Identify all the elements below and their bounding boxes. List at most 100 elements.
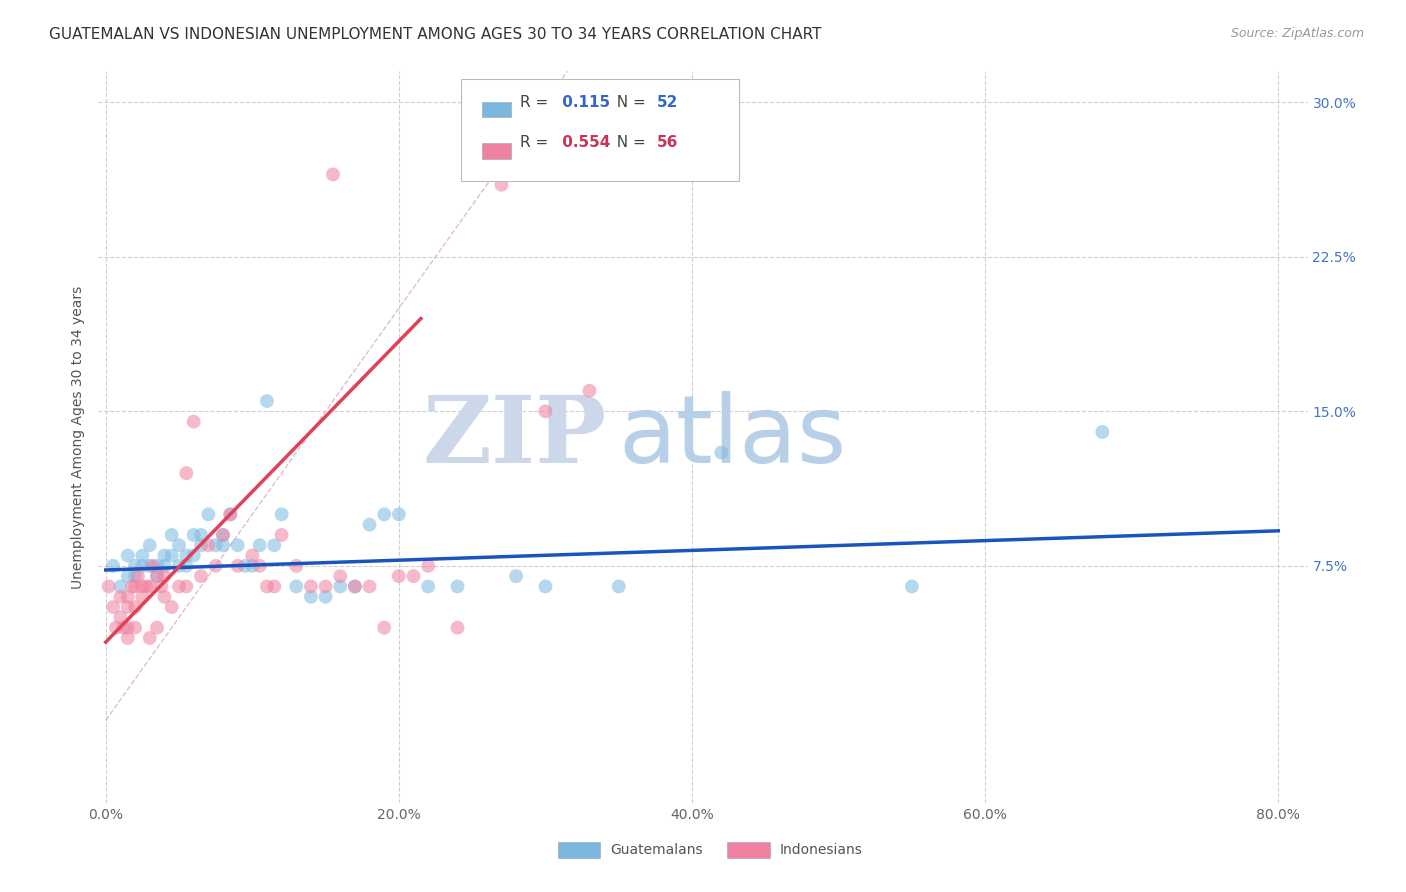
FancyBboxPatch shape bbox=[482, 144, 510, 159]
FancyBboxPatch shape bbox=[482, 102, 510, 118]
Point bbox=[138, 631, 160, 645]
Point bbox=[160, 600, 183, 615]
Point bbox=[138, 538, 160, 552]
Point bbox=[153, 569, 176, 583]
FancyBboxPatch shape bbox=[727, 842, 769, 858]
Point bbox=[124, 579, 146, 593]
Point bbox=[226, 558, 249, 573]
Point bbox=[607, 579, 630, 593]
Point bbox=[135, 579, 157, 593]
Point bbox=[183, 549, 205, 563]
Point bbox=[418, 579, 440, 593]
Point bbox=[124, 600, 146, 615]
Point bbox=[212, 538, 235, 552]
FancyBboxPatch shape bbox=[461, 78, 740, 181]
Point bbox=[131, 590, 153, 604]
Point bbox=[97, 579, 120, 593]
Point bbox=[142, 558, 165, 573]
Point bbox=[117, 631, 139, 645]
Point bbox=[212, 528, 235, 542]
Point bbox=[388, 569, 411, 583]
Point bbox=[329, 579, 352, 593]
Point bbox=[190, 528, 212, 542]
Point bbox=[270, 528, 292, 542]
Point bbox=[359, 517, 381, 532]
Point bbox=[322, 167, 344, 181]
Text: ZIP: ZIP bbox=[422, 392, 606, 482]
Point bbox=[197, 538, 219, 552]
Point bbox=[153, 558, 176, 573]
Text: N =: N = bbox=[607, 95, 651, 110]
Point bbox=[534, 404, 557, 418]
Point bbox=[101, 558, 124, 573]
Text: GUATEMALAN VS INDONESIAN UNEMPLOYMENT AMONG AGES 30 TO 34 YEARS CORRELATION CHAR: GUATEMALAN VS INDONESIAN UNEMPLOYMENT AM… bbox=[49, 27, 821, 42]
Point bbox=[263, 538, 285, 552]
Text: Guatemalans: Guatemalans bbox=[610, 843, 703, 857]
Point bbox=[117, 590, 139, 604]
Point bbox=[117, 621, 139, 635]
Text: 52: 52 bbox=[657, 95, 679, 110]
Text: 0.554: 0.554 bbox=[557, 135, 610, 150]
Point bbox=[315, 579, 337, 593]
Point bbox=[359, 579, 381, 593]
Point bbox=[402, 569, 425, 583]
Text: N =: N = bbox=[607, 135, 651, 150]
Point bbox=[131, 549, 153, 563]
Point bbox=[233, 558, 256, 573]
Point bbox=[418, 558, 440, 573]
Point bbox=[446, 621, 468, 635]
Point bbox=[167, 538, 190, 552]
Point bbox=[101, 600, 124, 615]
Point bbox=[505, 569, 527, 583]
Point bbox=[105, 621, 128, 635]
Point bbox=[315, 590, 337, 604]
Point bbox=[285, 558, 308, 573]
FancyBboxPatch shape bbox=[558, 842, 600, 858]
Point bbox=[226, 538, 249, 552]
Point bbox=[121, 579, 143, 593]
Point bbox=[534, 579, 557, 593]
Point bbox=[299, 579, 322, 593]
Point bbox=[285, 579, 308, 593]
Point bbox=[146, 621, 169, 635]
Point bbox=[117, 569, 139, 583]
Point bbox=[167, 558, 190, 573]
Point bbox=[124, 569, 146, 583]
Point bbox=[146, 558, 169, 573]
Point bbox=[249, 558, 271, 573]
Point bbox=[176, 558, 198, 573]
Text: Indonesians: Indonesians bbox=[779, 843, 862, 857]
Point bbox=[183, 528, 205, 542]
Point bbox=[160, 549, 183, 563]
Text: Source: ZipAtlas.com: Source: ZipAtlas.com bbox=[1230, 27, 1364, 40]
Point bbox=[183, 415, 205, 429]
Point bbox=[197, 508, 219, 522]
Point bbox=[710, 445, 733, 459]
Point bbox=[131, 558, 153, 573]
Point bbox=[176, 549, 198, 563]
Point bbox=[263, 579, 285, 593]
Point bbox=[204, 558, 226, 573]
Point bbox=[373, 508, 395, 522]
Point bbox=[110, 579, 132, 593]
Point bbox=[117, 600, 139, 615]
Point bbox=[176, 466, 198, 480]
Text: 0.115: 0.115 bbox=[557, 95, 610, 110]
Point bbox=[446, 579, 468, 593]
Point bbox=[388, 508, 411, 522]
Point bbox=[299, 590, 322, 604]
Point bbox=[110, 590, 132, 604]
Point bbox=[190, 569, 212, 583]
Point bbox=[204, 538, 226, 552]
Point bbox=[219, 508, 242, 522]
Point bbox=[212, 528, 235, 542]
Point bbox=[329, 569, 352, 583]
Point bbox=[110, 610, 132, 624]
Text: atlas: atlas bbox=[619, 391, 846, 483]
Y-axis label: Unemployment Among Ages 30 to 34 years: Unemployment Among Ages 30 to 34 years bbox=[70, 285, 84, 589]
Point bbox=[146, 569, 169, 583]
Point bbox=[117, 549, 139, 563]
Point bbox=[146, 569, 169, 583]
Point bbox=[131, 579, 153, 593]
Point bbox=[373, 621, 395, 635]
